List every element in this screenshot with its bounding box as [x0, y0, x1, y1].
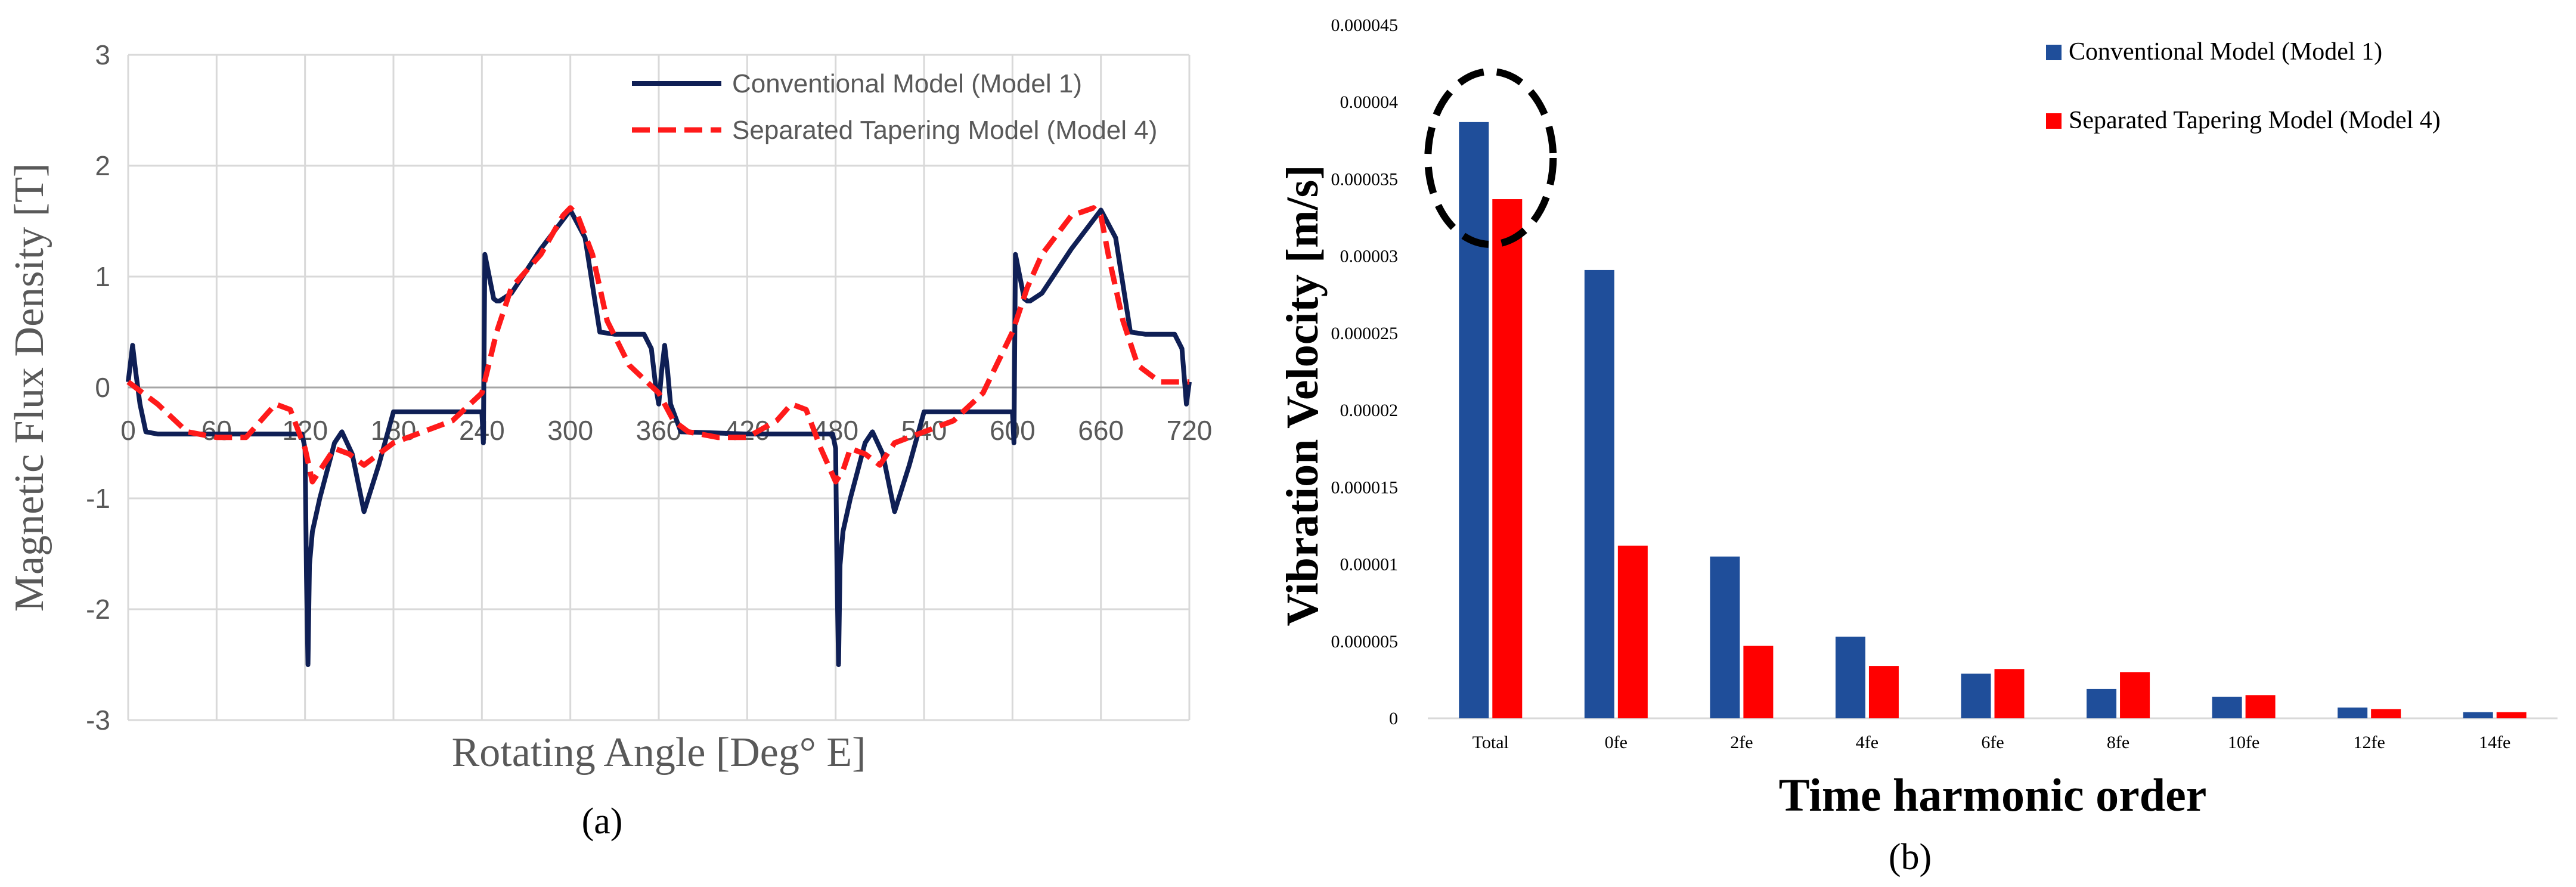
bar-1-Total: [1459, 122, 1489, 718]
bar-1-8fe: [2087, 688, 2117, 718]
y-tick-label: 0.00002: [1340, 401, 1399, 420]
bar-1-10fe: [2212, 696, 2242, 718]
y-tick-label: 0.00004: [1340, 92, 1399, 112]
legend-label-1: Conventional Model (Model 1): [2069, 38, 2382, 66]
y-tick-label: 0.000015: [1331, 477, 1399, 497]
x-tick-label: 660: [1078, 415, 1124, 446]
bar-1-6fe: [1961, 674, 1991, 718]
bar-1-14fe: [2463, 712, 2493, 718]
x-tick-label: 12fe: [2354, 733, 2385, 752]
y-axis-title: Vibration Velocity [m/s]: [1278, 165, 1328, 626]
y-tick-label: 0.000035: [1331, 169, 1399, 189]
x-tick-label: 300: [547, 415, 593, 446]
panel-a-label: (a): [582, 801, 623, 842]
y-tick-label: -1: [86, 483, 110, 514]
x-tick-label: 10fe: [2228, 733, 2259, 752]
vibration-velocity-chart: 0 0.000005 0.00001 0.000015 0.00002 0.000025 0…: [1278, 15, 2558, 821]
bar-2-8fe: [2120, 672, 2150, 718]
y-tick-label: -2: [86, 594, 110, 625]
x-tick-label: 14fe: [2479, 733, 2510, 752]
bar-2-0fe: [1617, 545, 1648, 718]
y-tick-label: 0.000045: [1331, 15, 1399, 35]
x-tick-label: 60: [202, 415, 232, 446]
x-tick-label: 2fe: [1730, 733, 1753, 752]
y-tick-label: 0: [1389, 709, 1398, 728]
bar-1-2fe: [1710, 556, 1740, 718]
legend-label-2: Separated Tapering Model (Model 4): [2069, 107, 2441, 134]
bar-2-Total: [1492, 199, 1523, 718]
bar-1-12fe: [2338, 707, 2368, 718]
bar-2-12fe: [2371, 709, 2401, 718]
y-tick-label: -3: [86, 705, 110, 736]
legend-swatch-1: [2046, 45, 2062, 60]
y-tick-label: 0.000005: [1331, 632, 1399, 652]
panel-b-label: (b): [1889, 837, 1932, 877]
y-tick-label: 1: [95, 261, 110, 292]
legend-swatch-2: [2046, 113, 2062, 129]
bar-1-4fe: [1835, 637, 1865, 718]
y-tick-label: 3: [95, 39, 110, 70]
x-tick-label: Total: [1473, 733, 1509, 752]
legend-label-1: Conventional Model (Model 1): [732, 69, 1082, 98]
series-line-2: [126, 205, 1189, 485]
y-tick-label: 2: [95, 150, 110, 181]
bar-2-6fe: [1994, 669, 2025, 718]
y-tick-label: 0: [95, 372, 110, 403]
x-tick-label: 0fe: [1605, 733, 1628, 752]
bar-2-10fe: [2245, 695, 2276, 718]
bar-1-0fe: [1584, 269, 1614, 719]
y-axis-title: Magnetic Flux Density [T]: [7, 163, 52, 612]
x-tick-label: 0: [120, 415, 136, 446]
x-tick-label: 6fe: [1981, 733, 2004, 752]
bar-2-2fe: [1743, 646, 1774, 718]
bar-2-4fe: [1868, 666, 1899, 718]
x-tick-label: 720: [1167, 415, 1213, 446]
legend-label-2: Separated Tapering Model (Model 4): [732, 116, 1157, 145]
x-tick-label: 4fe: [1856, 733, 1878, 752]
bar-2-14fe: [2496, 712, 2527, 718]
x-axis-title: Rotating Angle [Deg° E]: [452, 730, 866, 776]
highlight-ellipse: [1424, 68, 1557, 248]
y-tick-label: 0.000025: [1331, 324, 1399, 343]
x-tick-label: 8fe: [2107, 733, 2129, 752]
y-tick-label: 0.00001: [1340, 555, 1399, 575]
y-tick-label: 0.00003: [1340, 247, 1399, 266]
x-axis-title: Time harmonic order: [1779, 769, 2207, 821]
